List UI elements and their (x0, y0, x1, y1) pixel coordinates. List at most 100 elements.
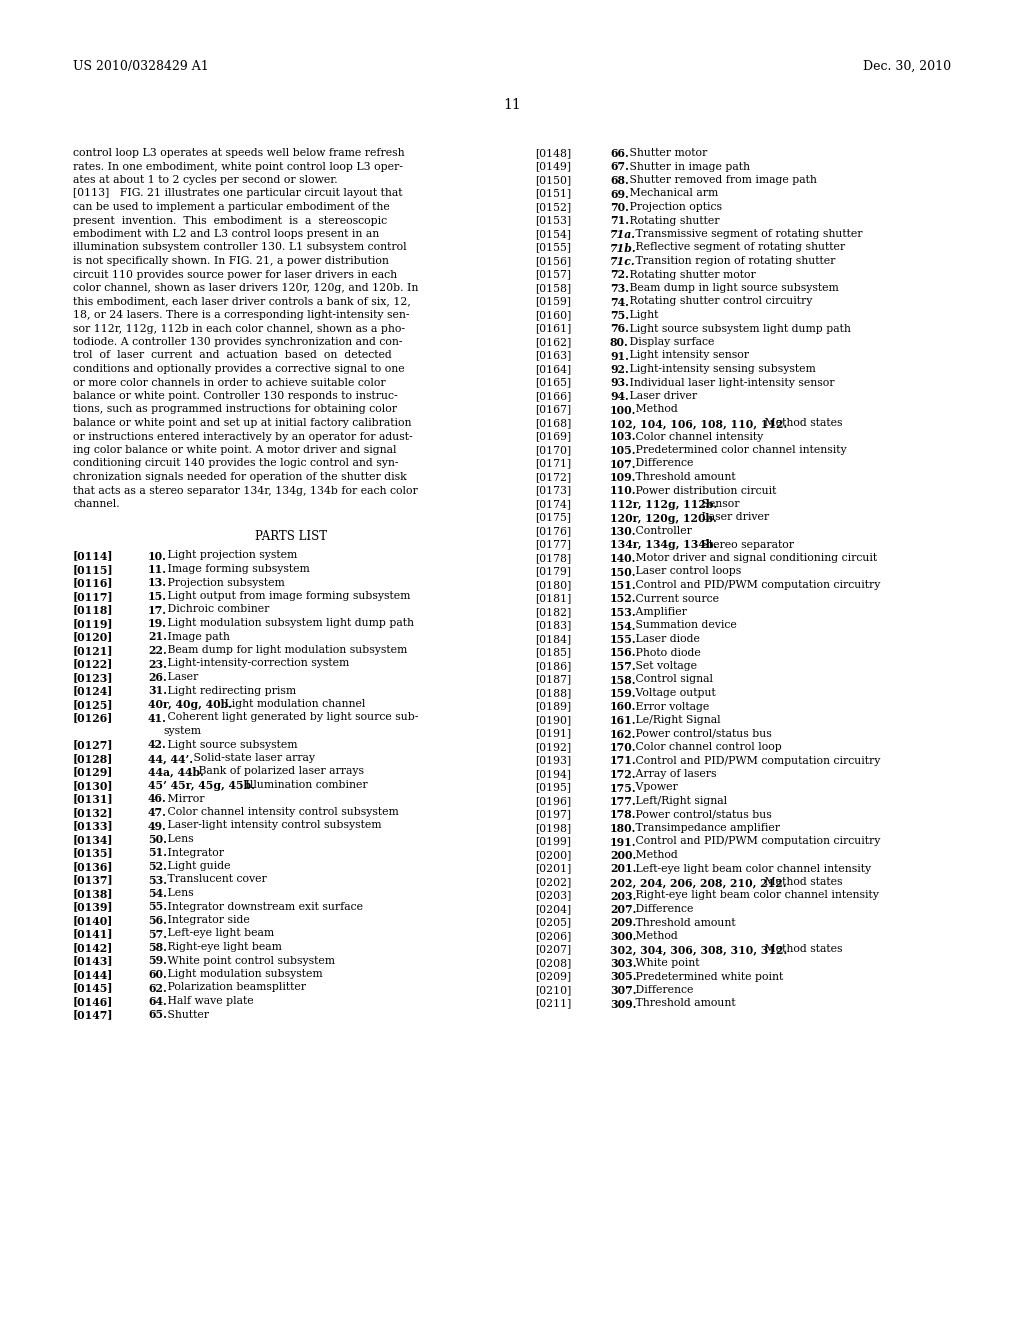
Text: 130.: 130. (610, 525, 637, 537)
Text: conditions and optionally provides a corrective signal to one: conditions and optionally provides a cor… (73, 364, 404, 374)
Text: [0199]: [0199] (535, 837, 571, 846)
Text: Laser diode: Laser diode (632, 634, 699, 644)
Text: Shutter motor: Shutter motor (627, 148, 708, 158)
Text: Bank of polarized laser arrays: Bank of polarized laser arrays (195, 767, 364, 776)
Text: [0182]: [0182] (535, 607, 571, 616)
Text: 112r, 112g, 112b.: 112r, 112g, 112b. (610, 499, 717, 510)
Text: Control and PID/PWM computation circuitry: Control and PID/PWM computation circuitr… (632, 579, 881, 590)
Text: Threshold amount: Threshold amount (632, 917, 735, 928)
Text: Shutter: Shutter (164, 1010, 209, 1019)
Text: Light source subsystem light dump path: Light source subsystem light dump path (627, 323, 851, 334)
Text: Color channel control loop: Color channel control loop (632, 742, 781, 752)
Text: [0192]: [0192] (535, 742, 571, 752)
Text: [0210]: [0210] (535, 985, 571, 995)
Text: [0154]: [0154] (535, 228, 571, 239)
Text: circuit 110 provides source power for laser drivers in each: circuit 110 provides source power for la… (73, 269, 397, 280)
Text: this embodiment, each laser driver controls a bank of six, 12,: this embodiment, each laser driver contr… (73, 297, 411, 306)
Text: [0209]: [0209] (535, 972, 571, 982)
Text: [0126]: [0126] (73, 713, 114, 723)
Text: [0151]: [0151] (535, 189, 571, 198)
Text: 156.: 156. (610, 648, 637, 659)
Text: Light modulation channel: Light modulation channel (221, 700, 366, 709)
Text: Left-eye light beam: Left-eye light beam (164, 928, 273, 939)
Text: Illumination combiner: Illumination combiner (242, 780, 368, 789)
Text: [0158]: [0158] (535, 282, 571, 293)
Text: 49.: 49. (148, 821, 167, 832)
Text: Dec. 30, 2010: Dec. 30, 2010 (863, 59, 951, 73)
Text: [0141]: [0141] (73, 928, 114, 940)
Text: [0211]: [0211] (535, 998, 571, 1008)
Text: ing color balance or white point. A motor driver and signal: ing color balance or white point. A moto… (73, 445, 396, 455)
Text: 71c.: 71c. (610, 256, 636, 267)
Text: 161.: 161. (610, 715, 637, 726)
Text: [0127]: [0127] (73, 739, 114, 751)
Text: [0193]: [0193] (535, 755, 571, 766)
Text: 52.: 52. (148, 861, 167, 873)
Text: [0135]: [0135] (73, 847, 114, 858)
Text: Control signal: Control signal (632, 675, 713, 685)
Text: [0186]: [0186] (535, 661, 571, 671)
Text: Transimpedance amplifier: Transimpedance amplifier (632, 822, 780, 833)
Text: [0178]: [0178] (535, 553, 571, 564)
Text: Control and PID/PWM computation circuitry: Control and PID/PWM computation circuitr… (632, 837, 881, 846)
Text: [0207]: [0207] (535, 945, 571, 954)
Text: Summation device: Summation device (632, 620, 736, 631)
Text: Rotating shutter control circuitry: Rotating shutter control circuitry (627, 297, 813, 306)
Text: 180.: 180. (610, 822, 636, 834)
Text: Image path: Image path (164, 631, 229, 642)
Text: Vpower: Vpower (632, 783, 678, 792)
Text: 207.: 207. (610, 904, 636, 915)
Text: Difference: Difference (632, 458, 693, 469)
Text: 170.: 170. (610, 742, 637, 752)
Text: Light redirecting prism: Light redirecting prism (164, 685, 296, 696)
Text: 73.: 73. (610, 282, 629, 294)
Text: Threshold amount: Threshold amount (632, 473, 735, 482)
Text: Predetermined color channel intensity: Predetermined color channel intensity (632, 445, 847, 455)
Text: illumination subsystem controller 130. L1 subsystem control: illumination subsystem controller 130. L… (73, 243, 407, 252)
Text: 162.: 162. (610, 729, 636, 739)
Text: [0173]: [0173] (535, 486, 571, 495)
Text: Dichroic combiner: Dichroic combiner (164, 605, 269, 615)
Text: Beam dump in light source subsystem: Beam dump in light source subsystem (627, 282, 840, 293)
Text: Transmissive segment of rotating shutter: Transmissive segment of rotating shutter (632, 228, 862, 239)
Text: White point: White point (632, 958, 699, 968)
Text: 18, or 24 lasers. There is a corresponding light-intensity sen-: 18, or 24 lasers. There is a correspondi… (73, 310, 410, 319)
Text: Image forming subsystem: Image forming subsystem (164, 564, 309, 574)
Text: [0142]: [0142] (73, 942, 114, 953)
Text: Laser: Laser (164, 672, 198, 682)
Text: 70.: 70. (610, 202, 629, 213)
Text: 92.: 92. (610, 364, 629, 375)
Text: Display surface: Display surface (627, 337, 715, 347)
Text: 178.: 178. (610, 809, 637, 821)
Text: Right-eye light beam: Right-eye light beam (164, 942, 282, 952)
Text: or instructions entered interactively by an operator for adust-: or instructions entered interactively by… (73, 432, 413, 441)
Text: 50.: 50. (148, 834, 167, 845)
Text: [0144]: [0144] (73, 969, 114, 979)
Text: [0166]: [0166] (535, 391, 571, 401)
Text: Voltage output: Voltage output (632, 688, 716, 698)
Text: 11: 11 (503, 98, 521, 112)
Text: 64.: 64. (148, 997, 167, 1007)
Text: [0122]: [0122] (73, 659, 114, 669)
Text: 177.: 177. (610, 796, 637, 807)
Text: [0137]: [0137] (73, 874, 114, 886)
Text: [0159]: [0159] (535, 297, 571, 306)
Text: [0132]: [0132] (73, 807, 114, 818)
Text: Array of lasers: Array of lasers (632, 770, 717, 779)
Text: [0176]: [0176] (535, 525, 571, 536)
Text: 10.: 10. (148, 550, 167, 561)
Text: channel.: channel. (73, 499, 120, 510)
Text: Lens: Lens (164, 888, 194, 898)
Text: 80.: 80. (610, 337, 629, 348)
Text: Mechanical arm: Mechanical arm (627, 189, 719, 198)
Text: 53.: 53. (148, 874, 167, 886)
Text: Method states: Method states (761, 876, 843, 887)
Text: [0204]: [0204] (535, 904, 571, 913)
Text: [0174]: [0174] (535, 499, 571, 510)
Text: 155.: 155. (610, 634, 637, 645)
Text: 15.: 15. (148, 591, 167, 602)
Text: 302, 304, 306, 308, 310, 312.: 302, 304, 306, 308, 310, 312. (610, 945, 787, 956)
Text: 13.: 13. (148, 578, 167, 589)
Text: Difference: Difference (632, 904, 693, 913)
Text: [0203]: [0203] (535, 891, 571, 900)
